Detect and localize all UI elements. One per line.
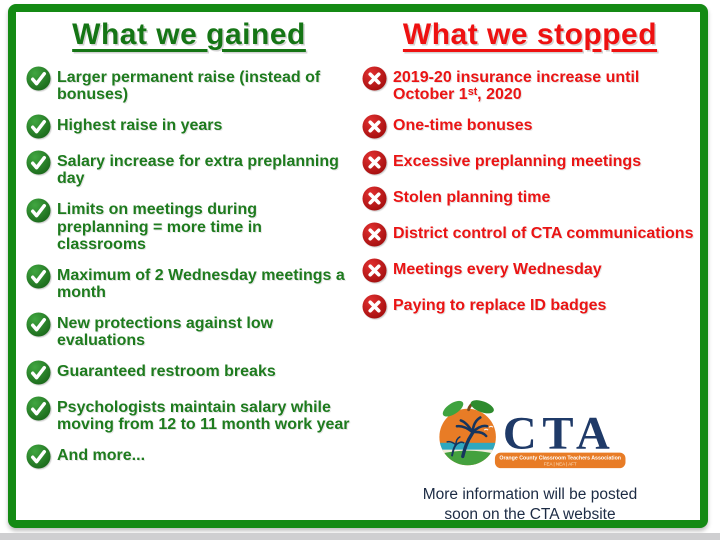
gained-item: Highest raise in years — [26, 114, 352, 139]
gained-item-label: And more... — [57, 447, 146, 465]
gained-item-label: Highest raise in years — [57, 117, 223, 135]
stopped-item-label: Paying to replace ID badges — [393, 297, 607, 315]
gained-item: New protections against low evaluations — [26, 312, 352, 350]
x-circle-icon — [362, 258, 387, 283]
gained-list: Larger permanent raise (instead of bonus… — [26, 66, 352, 469]
stopped-title: What we stopped — [402, 18, 658, 51]
stopped-item: District control of CTA communications — [362, 222, 698, 247]
x-circle-icon — [362, 294, 387, 319]
cta-acronym: CTA — [503, 408, 616, 460]
stopped-item-label: District control of CTA communications — [393, 225, 694, 243]
logo-affiliations: FEA | NEA | AFT — [544, 462, 577, 467]
gained-item-label: Larger permanent raise (instead of bonus… — [57, 69, 321, 104]
gained-item: Maximum of 2 Wednesday meetings a month — [26, 264, 352, 301]
orange-fruit-icon — [439, 400, 496, 466]
gained-item: And more... — [26, 444, 352, 469]
check-circle-icon — [26, 66, 51, 91]
gained-item: Larger permanent raise (instead of bonus… — [26, 66, 352, 104]
x-circle-icon — [362, 150, 387, 175]
gained-item-label: Limits on meetings during preplanning = … — [57, 201, 262, 253]
background-strip — [0, 533, 720, 540]
gained-item-label: Psychologists maintain salary while movi… — [57, 399, 350, 434]
gained-item: Salary increase for extra preplanning da… — [26, 150, 352, 188]
gained-item: Guaranteed restroom breaks — [26, 360, 352, 385]
gained-item: Limits on meetings during preplanning = … — [26, 198, 352, 253]
x-circle-icon — [362, 66, 387, 91]
stopped-item: Stolen planning time — [362, 186, 698, 211]
stopped-item: Excessive preplanning meetings — [362, 150, 698, 175]
check-circle-icon — [26, 444, 51, 469]
stopped-item: Meetings every Wednesday — [362, 258, 698, 283]
check-circle-icon — [26, 396, 51, 421]
gained-item-label: Guaranteed restroom breaks — [57, 363, 276, 381]
check-circle-icon — [26, 114, 51, 139]
stopped-item: Paying to replace ID badges — [362, 294, 698, 319]
footer-note: More information will be posted soon on … — [422, 486, 638, 523]
logo-banner: Orange County Classroom Teachers Associa… — [494, 452, 626, 469]
gained-item-label: Salary increase for extra preplanning da… — [57, 153, 339, 188]
x-circle-icon — [362, 186, 387, 211]
check-circle-icon — [26, 198, 51, 223]
stopped-list: 2019-20 insurance increase until October… — [362, 66, 698, 319]
stopped-item-label: 2019-20 insurance increase until October… — [393, 69, 640, 104]
stopped-item-label: Stolen planning time — [393, 189, 551, 207]
cta-logo: CTA Orange County Classroom Teachers Ass… — [439, 400, 626, 469]
stopped-item-label: One-time bonuses — [393, 117, 533, 135]
gained-item-label: Maximum of 2 Wednesday meetings a month — [57, 266, 345, 301]
stopped-item-label: Excessive preplanning meetings — [393, 153, 642, 171]
logo-org-name: Orange County Classroom Teachers Associa… — [499, 455, 621, 461]
check-circle-icon — [26, 150, 51, 175]
x-circle-icon — [362, 222, 387, 247]
check-circle-icon — [26, 264, 51, 289]
stopped-item-label: Meetings every Wednesday — [393, 261, 602, 279]
cta-logo-block: CTA Orange County Classroom Teachers Ass… — [362, 398, 698, 525]
x-circle-icon — [362, 114, 387, 139]
gained-item: Psychologists maintain salary while movi… — [26, 396, 352, 434]
stopped-column: What we stopped 2019-20 insurance increa… — [362, 18, 698, 333]
gained-item-label: New protections against low evaluations — [57, 314, 274, 350]
stopped-item: One-time bonuses — [362, 114, 698, 139]
gained-title: What we gained — [72, 18, 306, 51]
check-circle-icon — [26, 312, 51, 337]
slide-canvas: What we gained Larger permanent raise (i… — [8, 4, 708, 528]
check-circle-icon — [26, 360, 51, 385]
stopped-item: 2019-20 insurance increase until October… — [362, 66, 698, 104]
gained-column: What we gained Larger permanent raise (i… — [26, 18, 352, 483]
